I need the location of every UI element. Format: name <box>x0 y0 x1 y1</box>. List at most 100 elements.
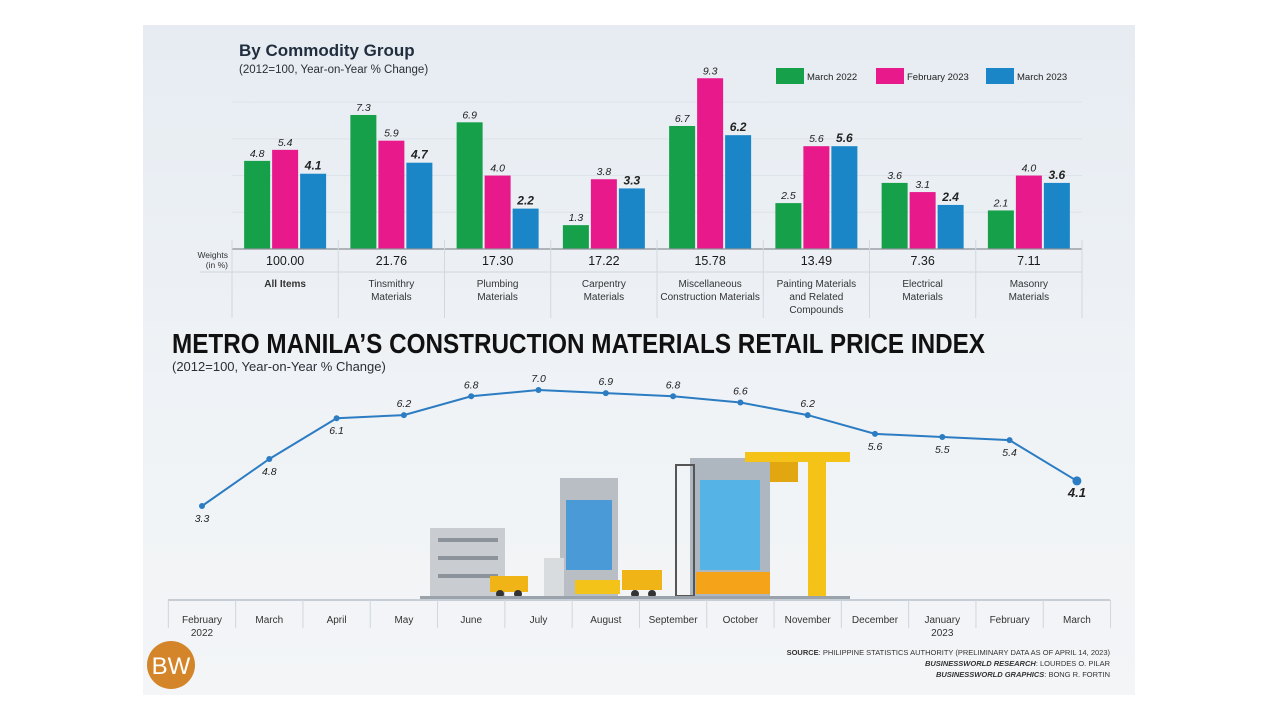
weight-value: 7.36 <box>910 254 934 268</box>
data-label: 6.1 <box>329 425 344 437</box>
bar-chart-title: By Commodity Group <box>239 41 415 60</box>
category-label: Masonry <box>1010 279 1048 290</box>
bar-march-2023 <box>618 188 645 249</box>
bar-february-2023 <box>803 146 830 249</box>
graphics-line: BUSINESSWORLD GRAPHICS: BONG R. FORTIN <box>936 670 1110 679</box>
legend-label: March 2023 <box>1017 72 1067 83</box>
bar-march-2022 <box>775 203 802 249</box>
bar-march-2022 <box>881 182 908 249</box>
data-point <box>266 455 273 462</box>
month-label: December <box>852 615 899 626</box>
bar-value-label: 9.3 <box>703 65 718 77</box>
weights-table: Weights (in %) 100.00 All Items 21.76 Tinsm… <box>197 240 1083 318</box>
data-label: 3.3 <box>195 513 210 525</box>
bar-february-2023 <box>272 149 299 249</box>
bar-march-2022 <box>244 160 271 249</box>
line-chart-title: METRO MANILA’S CONSTRUCTION MATERIALS RE… <box>172 328 985 359</box>
bar-march-2023 <box>512 208 539 249</box>
bar-february-2023 <box>909 192 936 249</box>
data-point <box>1072 476 1082 486</box>
bar-value-label: 1.3 <box>569 212 584 224</box>
legend-swatch <box>986 68 1014 84</box>
construction-illustration <box>420 452 850 599</box>
legend-label: March 2022 <box>807 72 857 83</box>
bar-february-2023 <box>378 140 405 249</box>
month-label: April <box>327 615 347 626</box>
data-point <box>535 387 542 394</box>
month-label: June <box>460 615 482 626</box>
data-point <box>804 412 811 419</box>
research-text: : LOURDES O. PILAR <box>1036 659 1111 668</box>
bar-value-label: 3.6 <box>1049 168 1066 182</box>
bar-march-2022 <box>350 114 377 249</box>
weights-label: Weights <box>197 250 228 260</box>
bar-march-2022 <box>456 122 483 249</box>
category-label: Materials <box>584 292 625 303</box>
month-label: August <box>590 615 621 626</box>
bar-march-2023 <box>831 146 858 249</box>
research-line: BUSINESSWORLD RESEARCH: LOURDES O. PILAR <box>925 659 1111 668</box>
category-label: Materials <box>371 292 412 303</box>
bar-value-label: 3.1 <box>915 179 930 191</box>
data-label: 5.5 <box>935 444 950 456</box>
line-chart-subtitle: (2012=100, Year-on-Year % Change) <box>172 359 386 374</box>
bar-february-2023 <box>1015 175 1042 249</box>
logo: BW <box>147 641 195 689</box>
bar-value-label: 2.1 <box>993 197 1009 209</box>
data-label: 6.6 <box>733 386 748 398</box>
category-label: All Items <box>264 279 306 290</box>
weights-unit-label: (in %) <box>206 260 228 270</box>
bar-march-2023 <box>300 173 327 249</box>
bar-february-2023 <box>697 78 724 249</box>
source-text: : PHILIPPINE STATISTICS AUTHORITY (PRELI… <box>819 648 1111 657</box>
source-line: SOURCE: PHILIPPINE STATISTICS AUTHORITY … <box>787 648 1111 657</box>
month-label: 2023 <box>931 628 954 639</box>
month-label: October <box>723 615 759 626</box>
data-label: 7.0 <box>531 373 546 385</box>
graphics-text: : BONG R. FORTIN <box>1044 670 1110 679</box>
month-label: 2022 <box>191 628 214 639</box>
category-label: Construction Materials <box>660 292 759 303</box>
legend: March 2022 February 2023 March 2023 <box>776 68 1067 84</box>
data-label: 4.1 <box>1067 485 1086 500</box>
bar-value-label: 5.6 <box>836 131 853 145</box>
bar-march-2023 <box>1043 182 1070 249</box>
month-label: March <box>1063 615 1091 626</box>
graphics-label: BUSINESSWORLD GRAPHICS <box>936 670 1044 679</box>
data-point <box>333 415 340 422</box>
bar-value-label: 3.3 <box>624 173 641 187</box>
bar-march-2022 <box>987 210 1014 249</box>
month-label: March <box>255 615 283 626</box>
bar-value-label: 5.6 <box>809 133 824 145</box>
weight-value: 13.49 <box>801 254 832 268</box>
category-label: Painting Materials <box>777 279 856 290</box>
month-label: May <box>394 615 413 626</box>
bar-value-label: 6.9 <box>462 109 477 121</box>
bar-value-label: 2.5 <box>780 190 796 202</box>
data-label: 6.2 <box>397 398 412 410</box>
research-label: BUSINESSWORLD RESEARCH <box>925 659 1036 668</box>
data-label: 6.9 <box>598 376 613 388</box>
legend-swatch <box>876 68 904 84</box>
weight-value: 17.22 <box>588 254 619 268</box>
series-line <box>201 389 1078 507</box>
category-label: Carpentry <box>582 279 626 290</box>
data-point <box>872 430 878 437</box>
bar-march-2022 <box>669 125 696 249</box>
data-point <box>400 412 407 419</box>
legend-label: February 2023 <box>907 72 969 83</box>
bar-value-label: 4.7 <box>410 148 429 162</box>
weight-value: 21.76 <box>376 254 407 268</box>
bar-march-2023 <box>937 204 964 249</box>
line-marks: 3.3 4.8 6.1 6.2 6.8 7.0 6.9 6.8 6.6 6.2 5.6 5.5 5.4 4… <box>195 373 1086 525</box>
data-point <box>199 503 205 509</box>
category-label: Tinsmithry <box>369 279 415 290</box>
data-label: 5.6 <box>868 441 883 453</box>
data-label: 5.4 <box>1002 447 1017 459</box>
bar-value-label: 4.0 <box>1022 163 1037 175</box>
data-point <box>737 399 744 406</box>
weight-value: 17.30 <box>482 254 513 268</box>
bar-value-label: 2.4 <box>941 190 959 204</box>
source-label: SOURCE <box>787 648 819 657</box>
